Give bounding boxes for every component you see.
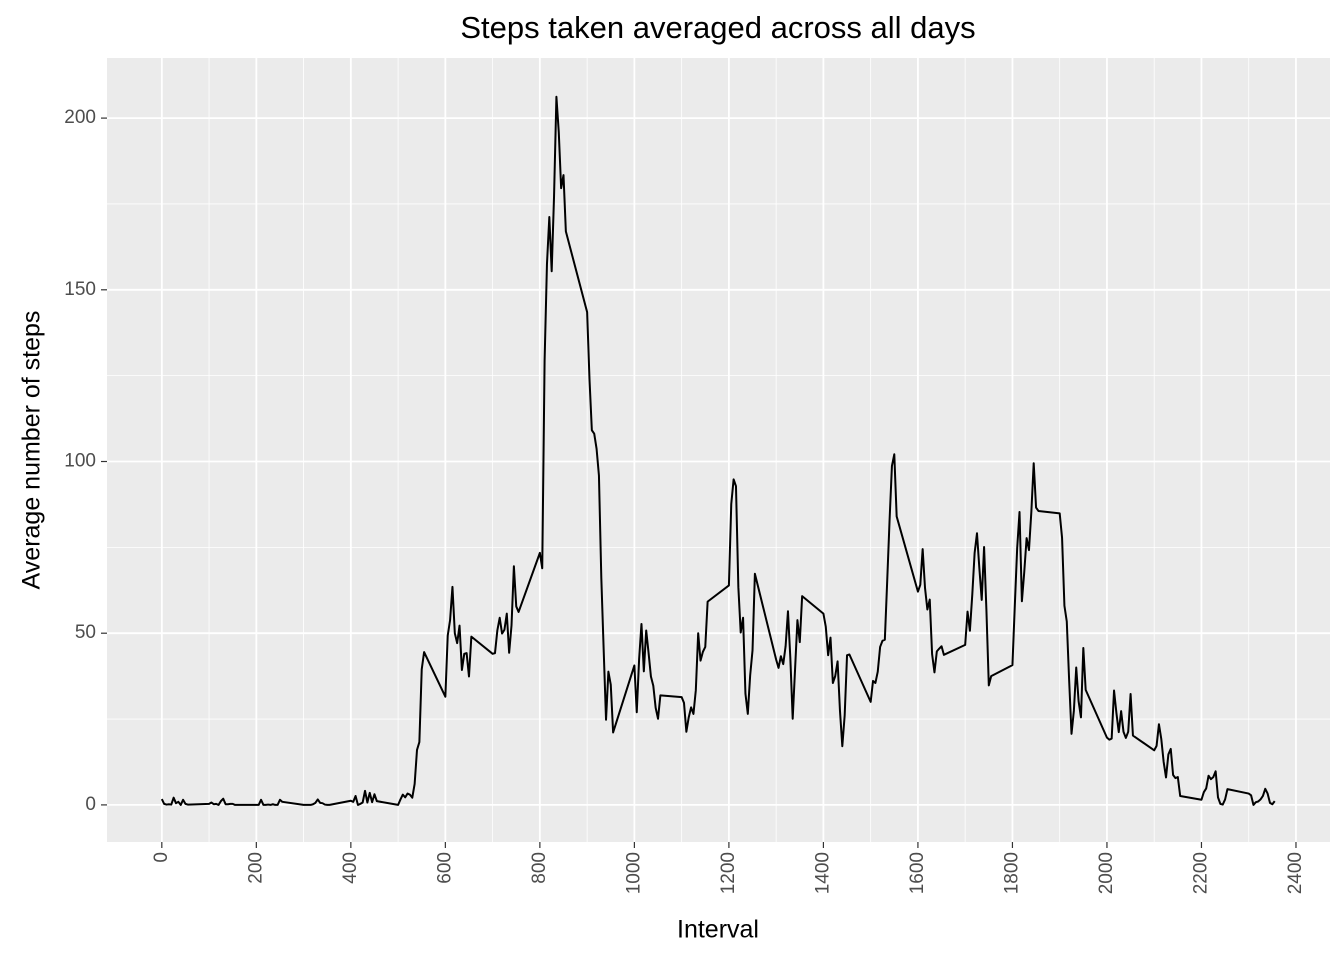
x-tick-label: 1600 (907, 852, 928, 894)
x-tick-label: 1400 (812, 852, 833, 894)
x-tick-label: 600 (434, 852, 455, 884)
plot-panel (107, 58, 1330, 842)
x-tick-label: 800 (529, 852, 550, 884)
x-tick-label: 1200 (718, 852, 739, 894)
y-tick-label: 200 (64, 107, 96, 128)
x-tick-label: 1800 (1001, 852, 1022, 894)
x-tick-label: 1000 (623, 852, 644, 894)
x-tick-label: 2400 (1285, 852, 1306, 894)
chart-title: Steps taken averaged across all days (460, 10, 975, 45)
y-tick-label: 0 (85, 794, 96, 815)
data-line (160, 95, 1276, 806)
y-axis-title: Average number of steps (18, 311, 46, 590)
y-tick-label: 50 (75, 622, 96, 643)
y-tick-label: 150 (64, 279, 96, 300)
x-tick-label: 200 (245, 852, 266, 884)
x-tick-label: 2000 (1096, 852, 1117, 894)
x-tick-label: 2200 (1190, 852, 1211, 894)
x-tick-label: 400 (340, 852, 361, 884)
x-tick-label: 0 (151, 852, 172, 863)
x-axis-title: Interval (677, 916, 759, 944)
y-tick-label: 100 (64, 451, 96, 472)
